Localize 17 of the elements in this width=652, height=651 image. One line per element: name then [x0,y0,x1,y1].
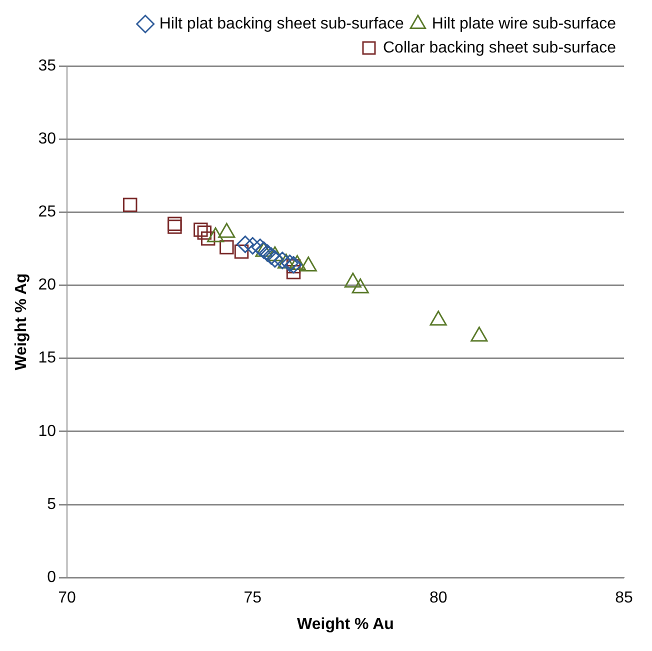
x-axis-title: Weight % Au [297,616,394,633]
legend-label: Hilt plate wire sub-surface [432,15,616,32]
x-tick-label: 75 [244,590,262,607]
y-tick-label: 30 [38,130,56,148]
y-tick-label: 5 [47,496,56,513]
y-tick-label: 10 [38,422,56,440]
y-tick-label: 35 [38,57,56,74]
legend-label: Hilt plat backing sheet sub-surface [159,15,404,32]
y-tick-label: 20 [38,276,56,294]
x-tick-label: 85 [615,590,633,607]
y-tick-label: 0 [47,569,56,586]
legend-label: Collar backing sheet sub-surface [382,39,616,56]
x-tick-label: 70 [58,590,76,607]
y-tick-label: 25 [38,204,56,221]
y-axis-title: Weight % Ag [13,273,30,370]
y-tick-label: 15 [38,350,56,367]
x-tick-label: 80 [429,590,448,607]
